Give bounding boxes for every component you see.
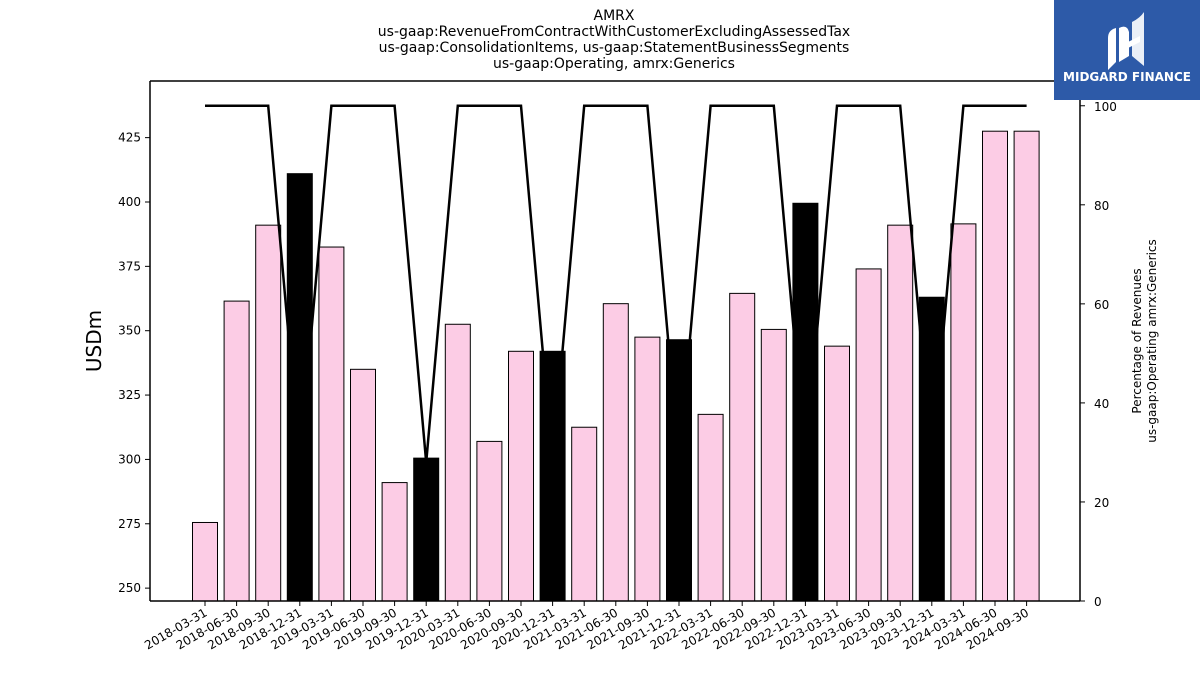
bar-2020-12-31	[539, 350, 566, 602]
chart-title: AMRX us-gaap:RevenueFromContractWithCust…	[378, 8, 850, 72]
brand-mark-icon	[1108, 12, 1144, 70]
y-tick-label: 375	[118, 259, 141, 273]
bar-2019-12-31	[413, 457, 440, 602]
y-tick-label: 350	[118, 324, 141, 338]
y-tick-label: 325	[118, 388, 141, 402]
bar-2023-09-30	[887, 224, 914, 602]
bar-2024-03-31	[950, 223, 977, 602]
axes	[149, 80, 1081, 602]
percentage-line-path	[205, 104, 1027, 463]
title-line-3: us-gaap:ConsolidationItems, us-gaap:Stat…	[379, 40, 850, 56]
bar-2019-06-30	[350, 368, 376, 602]
title-line-4: us-gaap:Operating, amrx:Generics	[493, 56, 735, 72]
bar-2024-06-30	[982, 130, 1008, 602]
y2-tick-label: 100	[1094, 100, 1117, 114]
bar-2021-12-31	[666, 339, 692, 602]
y2-tick-label: 20	[1094, 496, 1109, 510]
y-axis-label-right-line-1: Percentage of Revenues	[1130, 268, 1144, 413]
bar-2018-12-31	[286, 173, 313, 602]
bar-2021-03-31	[571, 426, 598, 602]
bar-2020-06-30	[476, 440, 503, 602]
bar-2021-06-30	[602, 303, 629, 602]
bar-2024-09-30	[1013, 130, 1040, 602]
bar-2022-06-30	[729, 292, 756, 602]
bar-2018-03-31	[192, 521, 218, 602]
y-ticks-left: 250 275 300 325 350 375 400 425	[118, 131, 150, 595]
bar-2021-09-30	[634, 336, 661, 602]
y-ticks-right: 0 20 40 60 80 100	[1080, 100, 1117, 609]
y-axis-label-left: USDm	[82, 310, 106, 372]
bar-2023-03-31	[824, 345, 850, 602]
title-line-1: AMRX	[594, 8, 635, 24]
bar-2018-06-30	[223, 300, 250, 602]
title-line-2: us-gaap:RevenueFromContractWithCustomerE…	[378, 24, 850, 40]
percentage-line	[205, 104, 1027, 463]
y2-tick-label: 0	[1094, 595, 1102, 609]
y-tick-label: 250	[118, 581, 141, 595]
bar-2022-12-31	[792, 202, 819, 602]
y2-tick-label: 60	[1094, 298, 1109, 312]
bar-2022-03-31	[697, 413, 724, 602]
bar-2019-09-30	[381, 482, 408, 602]
y-tick-label: 300	[118, 452, 141, 466]
bar-2019-03-31	[318, 246, 345, 602]
bars	[192, 130, 1040, 602]
bar-2022-09-30	[760, 328, 787, 602]
bar-2020-09-30	[508, 350, 534, 602]
brand-name: MIDGARD FINANCE	[1063, 70, 1191, 84]
bar-2020-03-31	[444, 323, 471, 602]
y-axis-label-right-line-2: us-gaap:Operating amrx:Generics	[1145, 239, 1159, 443]
bar-2018-09-30	[255, 224, 282, 602]
bar-2023-06-30	[855, 268, 882, 602]
y-tick-label: 400	[118, 195, 141, 209]
brand-logo: MIDGARD FINANCE	[1054, 0, 1200, 100]
y-tick-label: 425	[118, 131, 141, 145]
x-ticks: 2018-03-312018-06-302018-09-302018-12-31…	[142, 601, 1031, 652]
y-tick-label: 275	[118, 517, 141, 531]
y2-tick-label: 80	[1094, 199, 1109, 213]
y2-tick-label: 40	[1094, 397, 1109, 411]
